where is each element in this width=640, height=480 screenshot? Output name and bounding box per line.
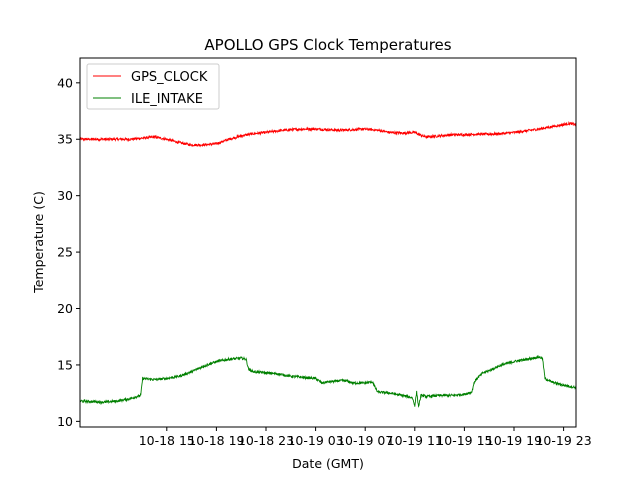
chart-title: APOLLO GPS Clock Temperatures <box>204 36 451 54</box>
x-tick-label: 10-19 15 <box>436 433 492 448</box>
legend-label-ile-intake: ILE_INTAKE <box>131 92 203 107</box>
y-tick-label: 15 <box>57 357 73 372</box>
y-tick-label: 25 <box>57 245 73 260</box>
series-line-ile-intake <box>79 354 577 408</box>
y-axis-label: Temperature (C) <box>31 191 46 294</box>
legend-label-gps-clock: GPS_CLOCK <box>131 70 208 85</box>
x-tick-label: 10-18 15 <box>139 433 195 448</box>
y-tick-label: 40 <box>57 75 73 90</box>
x-tick-label: 10-18 19 <box>188 433 244 448</box>
y-tick-label: 30 <box>57 188 73 203</box>
x-tick-label: 10-19 23 <box>535 433 591 448</box>
plot-frame <box>79 57 577 428</box>
y-tick-label: 20 <box>57 301 73 316</box>
x-tick-label: 10-19 11 <box>387 433 443 448</box>
x-axis-label: Date (GMT) <box>292 456 364 471</box>
series-layer <box>79 121 577 408</box>
x-tick-label: 10-18 23 <box>238 433 294 448</box>
y-tick-label: 35 <box>57 132 73 147</box>
x-tick-label: 10-19 07 <box>337 433 393 448</box>
x-tick-label: 10-19 03 <box>287 433 343 448</box>
series-line-gps-clock <box>79 121 577 148</box>
x-tick-label: 10-19 19 <box>486 433 542 448</box>
legend: GPS_CLOCK ILE_INTAKE <box>86 63 220 110</box>
y-tick-label: 10 <box>57 414 73 429</box>
